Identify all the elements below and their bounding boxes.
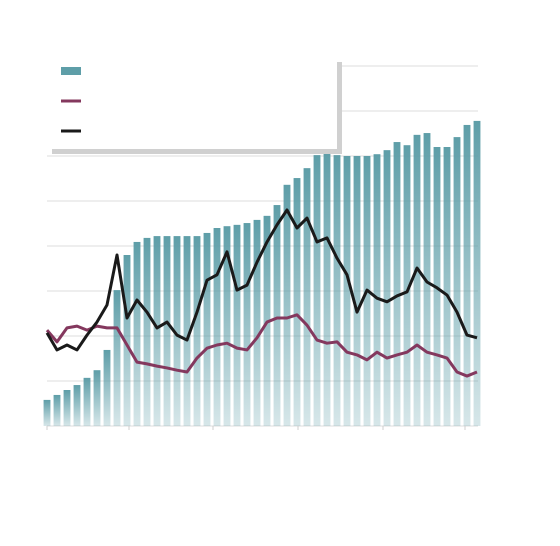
bar [143,237,151,426]
bar [273,205,281,426]
bar [343,156,351,426]
bar [393,142,401,427]
bar [63,390,71,426]
bar [163,236,171,426]
legend-swatch [61,67,81,75]
bar [203,232,211,426]
bar [73,385,81,426]
bar [123,255,131,426]
bar [183,236,191,426]
bar [373,154,381,426]
bar [213,228,221,426]
bar [93,370,101,426]
bar [223,226,231,426]
bar [113,290,121,426]
bar [283,184,291,426]
bar [323,152,331,426]
bar [173,236,181,426]
bar [43,399,51,426]
legend-box [47,57,337,149]
bar [413,134,421,426]
bar [243,223,251,426]
bar [253,219,261,426]
bar [193,236,201,426]
bar [333,155,341,426]
bar [153,236,161,426]
bar [453,137,461,426]
line [45,208,478,352]
bar [463,124,471,426]
bar [103,349,111,426]
bar [293,178,301,426]
bar [403,145,411,426]
bar [303,168,311,426]
line [45,313,478,378]
bar [313,155,321,426]
bar [53,394,61,426]
bar [473,120,481,427]
bar [233,224,241,426]
legend [47,57,342,154]
bar [383,150,391,426]
bar [443,147,451,426]
bar [133,241,141,426]
bar [353,156,361,426]
bar [83,377,91,426]
plot-area [43,120,481,427]
